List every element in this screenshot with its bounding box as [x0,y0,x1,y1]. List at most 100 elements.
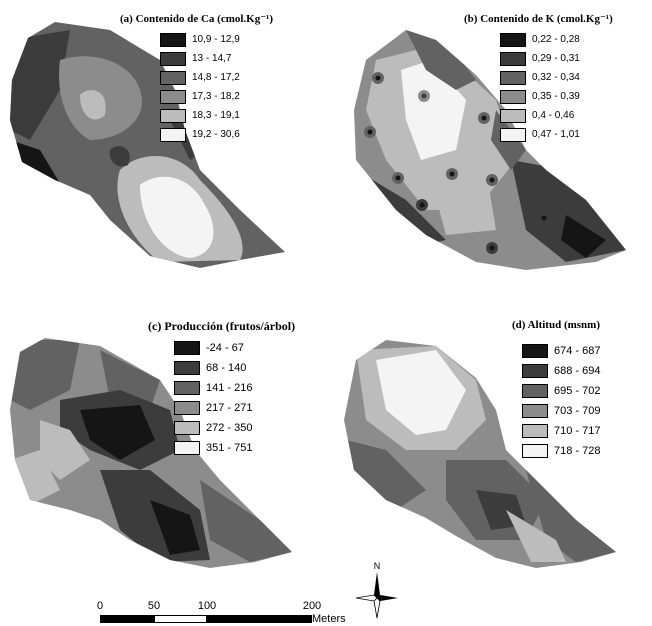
sample-point-markers [364,72,550,254]
legend-swatch [174,381,200,395]
legend-swatch [522,384,548,398]
map-panel-altitude: (d) Altitud (msnm) 674 - 687 688 - 694 6… [326,300,652,600]
legend-item: 718 - 728 [522,441,600,461]
legend-item: 688 - 694 [522,361,600,381]
legend-item: 18,3 - 19,1 [160,106,240,125]
legend: 0,22 - 0,28 0,29 - 0,31 0,32 - 0,34 0,35… [500,30,580,144]
map-panel-production: (c) Producción (frutos/árbol) -24 - 67 6… [0,300,326,600]
legend-label: 0,35 - 0,39 [532,91,580,102]
legend-label: 141 - 216 [206,382,253,394]
scale-tick-label: 200 [302,600,322,612]
legend-item: 703 - 709 [522,401,600,421]
legend-label: 695 - 702 [554,385,601,397]
legend-item: 0,32 - 0,34 [500,68,580,87]
legend-label: 718 - 728 [554,445,601,457]
legend-item: 0,22 - 0,28 [500,30,580,49]
legend-item: 19,2 - 30,6 [160,125,240,144]
legend-swatch [522,364,548,378]
scale-tick-label: 50 [147,600,161,612]
panel-title: (b) Contenido de K (cmol.Kg⁻¹) [464,13,613,25]
legend-label: 10,9 - 12,9 [192,34,240,45]
legend-item: 17,3 - 18,2 [160,87,240,106]
legend-swatch [160,51,186,66]
scale-tick-label: 100 [197,600,217,612]
compass-rose-icon: N [355,561,398,619]
legend-item: 0,4 - 0,46 [500,106,580,125]
legend-label: 68 - 140 [206,362,247,374]
map-panel-potassium: (b) Contenido de K (cmol.Kg⁻¹) 0,22 - 0,… [326,0,652,300]
legend-swatch [500,70,526,85]
legend-item: 0,29 - 0,31 [500,49,580,68]
legend-label: 703 - 709 [554,405,601,417]
legend-swatch [500,32,526,47]
legend-label: 0,22 - 0,28 [532,34,580,45]
legend-item: 14,8 - 17,2 [160,68,240,87]
legend-item: 272 - 350 [174,418,252,438]
legend: -24 - 67 68 - 140 141 - 216 217 - 271 27… [174,338,252,458]
panel-title: (a) Contenido de Ca (cmol.Kg⁻¹) [120,13,274,25]
north-label: N [374,561,381,571]
scale-segment [207,615,312,623]
legend-label: 710 - 717 [554,425,601,437]
legend-swatch [174,441,200,455]
legend-swatch [160,108,186,123]
legend-label: 18,3 - 19,1 [192,110,240,121]
legend-label: 351 - 751 [206,442,253,454]
legend-item: 0,35 - 0,39 [500,87,580,106]
legend-swatch [160,32,186,47]
legend-swatch [174,401,200,415]
legend-item: 68 - 140 [174,358,252,378]
legend-swatch [174,421,200,435]
scale-bar: 0 50 100 200 [96,600,326,626]
legend-swatch [500,108,526,123]
legend-item: 217 - 271 [174,398,252,418]
legend-label: 217 - 271 [206,402,253,414]
legend-label: 0,32 - 0,34 [532,72,580,83]
legend-label: 13 - 14,7 [192,53,232,64]
legend-label: 0,29 - 0,31 [532,53,580,64]
legend-label: 14,8 - 17,2 [192,72,240,83]
legend-label: 688 - 694 [554,365,601,377]
legend-swatch [522,444,548,458]
legend-swatch [500,51,526,66]
altitude-map [344,340,616,568]
legend-item: 13 - 14,7 [160,49,240,68]
legend-swatch [522,344,548,358]
legend-swatch [500,89,526,104]
scale-tick-label: 0 [96,600,104,612]
legend-item: 10,9 - 12,9 [160,30,240,49]
legend-item: 695 - 702 [522,381,600,401]
scale-segment [154,615,207,623]
scale-units: Meters [312,613,346,625]
legend-swatch [522,404,548,418]
legend-item: 0,47 - 1,01 [500,125,580,144]
legend-item: -24 - 67 [174,338,252,358]
legend-item: 710 - 717 [522,421,600,441]
calcium-map [10,22,285,268]
map-panel-calcium: (a) Contenido de Ca (cmol.Kg⁻¹) 10,9 - 1… [0,0,326,300]
legend: 674 - 687 688 - 694 695 - 702 703 - 709 … [522,341,600,461]
legend-swatch [160,127,186,142]
legend-label: 674 - 687 [554,345,601,357]
legend-swatch [500,127,526,142]
legend-label: -24 - 67 [206,342,244,354]
legend: 10,9 - 12,9 13 - 14,7 14,8 - 17,2 17,3 -… [160,30,240,144]
panel-title: (c) Producción (frutos/árbol) [148,319,296,333]
legend-swatch [522,424,548,438]
potassium-map [354,30,626,270]
scale-segment [100,615,154,623]
panel-title: (d) Altitud (msnm) [512,319,601,331]
legend-label: 19,2 - 30,6 [192,129,240,140]
legend-item: 674 - 687 [522,341,600,361]
legend-item: 141 - 216 [174,378,252,398]
legend-label: 0,4 - 0,46 [532,110,575,121]
legend-label: 17,3 - 18,2 [192,91,240,102]
legend-label: 272 - 350 [206,422,253,434]
legend-swatch [174,341,200,355]
legend-item: 351 - 751 [174,438,252,458]
legend-swatch [174,361,200,375]
legend-swatch [160,89,186,104]
production-map [10,338,292,568]
legend-label: 0,47 - 1,01 [532,129,580,140]
legend-swatch [160,70,186,85]
